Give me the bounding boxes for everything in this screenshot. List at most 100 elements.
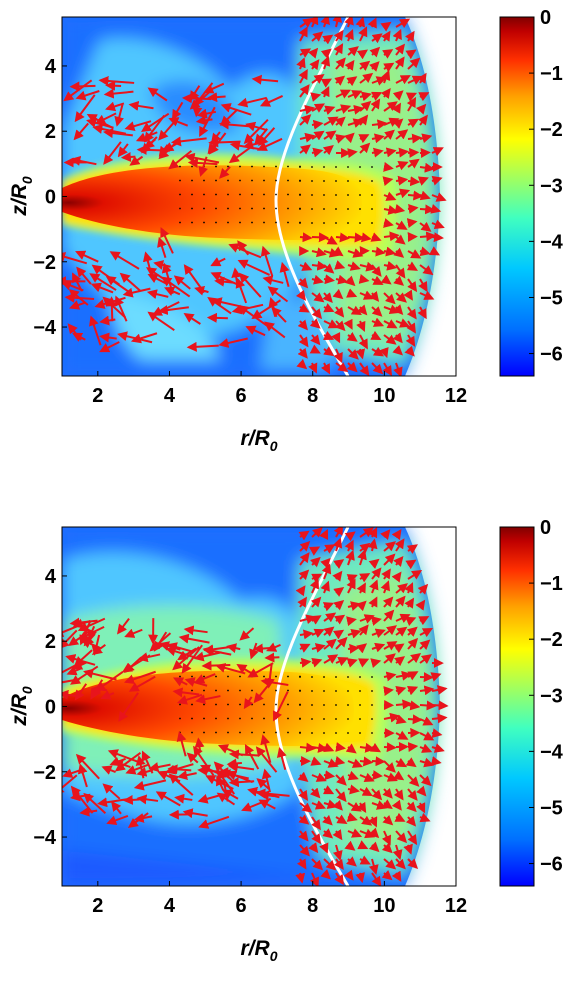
velocity-vector bbox=[359, 772, 375, 782]
velocity-vector bbox=[428, 246, 441, 256]
velocity-vector bbox=[359, 362, 370, 376]
velocity-vector bbox=[359, 60, 371, 71]
velocity-vector bbox=[276, 747, 287, 771]
velocity-vector bbox=[296, 858, 307, 870]
velocity-vector bbox=[261, 768, 272, 793]
velocity-vector bbox=[369, 61, 380, 72]
velocity-vector bbox=[394, 203, 406, 214]
vector-dot bbox=[263, 703, 265, 706]
velocity-vector bbox=[358, 624, 369, 636]
velocity-vector bbox=[323, 274, 336, 285]
velocity-vector bbox=[76, 266, 92, 285]
velocity-vector bbox=[359, 756, 374, 767]
velocity-vector bbox=[298, 569, 310, 581]
velocity-vector bbox=[252, 643, 271, 654]
velocity-vector bbox=[323, 116, 339, 126]
velocity-vector bbox=[391, 571, 402, 583]
vector-dot bbox=[335, 718, 337, 720]
vector-dot bbox=[227, 675, 229, 678]
velocity-vector bbox=[167, 764, 192, 775]
velocity-vector bbox=[266, 642, 281, 652]
velocity-vector bbox=[345, 743, 357, 754]
velocity-vector bbox=[334, 614, 346, 625]
colorbar-tick-label: −4 bbox=[540, 231, 564, 253]
velocity-vector bbox=[371, 788, 383, 801]
velocity-vector bbox=[320, 17, 330, 28]
velocity-vector bbox=[383, 62, 395, 73]
velocity-vector bbox=[176, 731, 187, 757]
velocity-vector bbox=[430, 672, 442, 682]
velocity-vector bbox=[279, 261, 290, 287]
velocity-vector bbox=[381, 869, 393, 881]
vector-dot bbox=[275, 221, 277, 224]
y-axis-label: z/R0 bbox=[8, 176, 35, 217]
velocity-vector bbox=[347, 629, 362, 639]
velocity-vector bbox=[273, 691, 289, 722]
vector-dot bbox=[215, 731, 217, 734]
velocity-vector bbox=[75, 90, 100, 101]
vector-dot bbox=[227, 731, 229, 734]
vector-dot bbox=[179, 207, 181, 210]
velocity-vector bbox=[128, 675, 156, 692]
velocity-vector bbox=[407, 249, 422, 259]
velocity-vector bbox=[299, 540, 311, 552]
velocity-vector bbox=[74, 94, 96, 123]
velocity-vector bbox=[123, 670, 156, 685]
vector-dot bbox=[323, 194, 325, 196]
y-tick-label: −4 bbox=[33, 827, 57, 849]
velocity-vector bbox=[369, 579, 379, 594]
velocity-vector bbox=[380, 274, 392, 285]
velocity-vector bbox=[343, 318, 353, 330]
velocity-vector bbox=[91, 644, 106, 655]
vector-dot bbox=[287, 703, 289, 706]
velocity-vector bbox=[172, 646, 200, 671]
velocity-vector bbox=[371, 275, 384, 285]
velocity-vector bbox=[309, 578, 319, 594]
vector-dot bbox=[347, 690, 349, 692]
velocity-vector bbox=[295, 289, 306, 301]
velocity-vector bbox=[322, 292, 333, 303]
vector-dot bbox=[359, 208, 361, 210]
velocity-vector bbox=[370, 98, 381, 112]
x-tick-label: 8 bbox=[307, 895, 318, 917]
velocity-vector bbox=[299, 144, 311, 155]
velocity-vector bbox=[335, 232, 350, 243]
x-tick-label: 2 bbox=[92, 895, 103, 917]
vector-dot bbox=[287, 675, 289, 678]
colorbar-tick-label: −3 bbox=[540, 685, 563, 707]
velocity-vector bbox=[299, 552, 310, 566]
velocity-vector bbox=[227, 762, 255, 773]
velocity-vector bbox=[344, 539, 354, 552]
velocity-vector bbox=[416, 802, 426, 814]
velocity-vector bbox=[149, 632, 172, 652]
velocity-vector bbox=[419, 743, 433, 753]
velocity-vector bbox=[177, 647, 197, 661]
velocity-vector bbox=[419, 246, 431, 257]
velocity-vector bbox=[255, 746, 278, 773]
colorbar-tick-label: −2 bbox=[540, 119, 563, 141]
vector-dot bbox=[191, 179, 193, 182]
velocity-vector bbox=[333, 527, 344, 538]
velocity-vector bbox=[238, 272, 262, 298]
velocity-vector bbox=[122, 287, 151, 298]
velocity-vector bbox=[395, 613, 411, 623]
axes-top: 2 4 6 8 10 12 −4 −2 0 2 4 bbox=[33, 56, 467, 407]
vector-dot bbox=[311, 222, 313, 224]
velocity-vector bbox=[332, 537, 343, 552]
velocity-vector bbox=[371, 119, 388, 130]
velocity-vector bbox=[203, 644, 231, 655]
vector-dot bbox=[227, 689, 229, 692]
vector-dot bbox=[299, 179, 301, 182]
vector-dot bbox=[191, 717, 193, 720]
velocity-vector bbox=[75, 753, 100, 780]
velocity-vector bbox=[116, 618, 130, 635]
x-tick-label: 2 bbox=[92, 385, 103, 407]
vector-dot bbox=[203, 221, 205, 224]
y-tick-label: 4 bbox=[45, 566, 57, 588]
velocity-vector bbox=[210, 272, 238, 286]
velocity-vector bbox=[392, 345, 404, 356]
velocity-vector bbox=[418, 616, 430, 626]
velocity-vector bbox=[219, 166, 231, 179]
vector-dot bbox=[335, 166, 337, 168]
velocity-vector bbox=[135, 131, 158, 142]
